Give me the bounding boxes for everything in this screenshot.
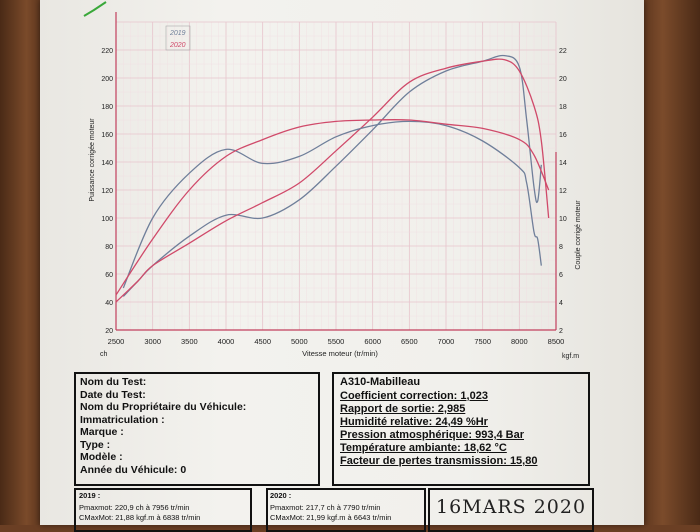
dyno-sheet	[40, 0, 644, 525]
x-tick-label: 3500	[181, 337, 198, 346]
y-tick-label-left: 200	[101, 76, 113, 83]
summary-2020-pmax: Pmaxmot: 217,7 ch à 7790 tr/min	[270, 503, 381, 512]
correction-info-line: Pression atmosphérique: 993,4 Bar	[340, 429, 525, 441]
series-2019-power-line	[122, 54, 542, 297]
test-info-line: Type :	[80, 438, 111, 451]
summary-2019-pmax: Pmaxmot: 220,9 ch à 7956 tr/min	[79, 503, 190, 512]
y-tick-label-right: 20	[559, 76, 567, 83]
x-tick-label: 6000	[364, 337, 381, 346]
x-tick-label: 7500	[474, 337, 491, 346]
chart-grid	[115, 21, 557, 331]
y-tick-label-right: 18	[559, 104, 567, 111]
legend-2019: 2019	[169, 30, 186, 37]
y-tick-label-right: 6	[559, 272, 563, 279]
test-info-line: Nom du Test:	[80, 376, 147, 388]
x-axis-label: Vitesse moteur (tr/min)	[302, 349, 378, 358]
summary-2019-label: 2019 :	[79, 491, 101, 500]
y-tick-label-right: 2	[559, 328, 563, 335]
summary-2020-cmax: CMaxMot: 21,99 kgf.m à 6643 tr/min	[270, 513, 392, 522]
y-tick-label-left: 40	[105, 300, 113, 307]
y-tick-label-right: 4	[559, 300, 563, 307]
y-tick-label-left: 60	[105, 272, 113, 279]
test-info-line: Nom du Propriétaire du Véhicule:	[80, 401, 247, 413]
y-tick-label-right: 8	[559, 244, 563, 251]
y-tick-label-right: 12	[559, 188, 567, 195]
chart-axes	[115, 12, 557, 331]
vehicle-title: A310-Mabilleau	[340, 376, 421, 388]
y-tick-label-right: 10	[559, 216, 567, 223]
test-info-line: Année du Véhicule: 0	[80, 463, 187, 476]
correction-info-line: Température ambiante: 18,62 °C	[340, 442, 507, 454]
summary-2020-label: 2020 :	[270, 491, 292, 500]
y-tick-label-left: 20	[105, 328, 113, 335]
test-info-line: Modèle :	[80, 451, 123, 463]
y-tick-label-left: 80	[105, 244, 113, 251]
chart-curves	[115, 54, 550, 303]
correction-info-line: Coefficient correction: 1,023	[340, 390, 488, 402]
series-2020-torque-line	[115, 118, 550, 296]
x-tick-label: 4000	[218, 337, 235, 346]
y-tick-label-left: 120	[101, 188, 113, 195]
wood-background-right	[638, 0, 700, 525]
correction-info-line: Facteur de pertes transmission: 15,80	[340, 455, 538, 467]
y-tick-label-left: 180	[101, 104, 113, 111]
y-axis-label-right: Couple corrigé moteur	[575, 200, 582, 270]
x-tick-label: 5000	[291, 337, 308, 346]
legend-2020: 2020	[169, 42, 186, 49]
x-tick-label: 7000	[438, 337, 455, 346]
wood-background-left	[0, 0, 44, 525]
x-tick-label: 5500	[328, 337, 345, 346]
y-tick-label-right: 16	[559, 132, 567, 139]
chart-legend: 2019 2020	[165, 25, 191, 51]
y-tick-label-left: 220	[101, 48, 113, 55]
chart-ticks: 2500 3000 3500 4000 4500 5000 5500 6000 6500 7000…	[101, 48, 567, 346]
correction-info-box	[332, 372, 590, 486]
green-pen-mark	[83, 1, 107, 17]
y-axis-label-left: Puissance corrigée moteur	[89, 118, 96, 202]
y-tick-label-right: 14	[559, 160, 567, 167]
test-info-box	[74, 372, 320, 486]
handwritten-date: 16MARS 2020	[436, 496, 587, 518]
y-tick-label-left: 140	[101, 160, 113, 167]
test-info-line: Date du Test:	[80, 388, 146, 401]
test-info-line: Marque :	[80, 426, 124, 438]
y-tick-label-left: 100	[101, 216, 113, 223]
x-tick-label: 3000	[144, 337, 161, 346]
x-tick-label: 6500	[401, 337, 418, 346]
x-tick-label: 8000	[511, 337, 528, 346]
summary-2019-cmax: CMaxMot: 21,88 kgf.m à 6838 tr/min	[79, 513, 201, 522]
test-info-line: Immatriculation :	[80, 413, 165, 426]
x-tick-label: 2500	[108, 337, 125, 346]
series-2020-power-line	[115, 58, 550, 303]
unit-right: kgf.m	[562, 353, 579, 360]
unit-left: ch	[100, 351, 108, 358]
x-tick-label: 4500	[254, 337, 271, 346]
correction-info-line: Humidité relative: 24,49 %Hr	[340, 416, 488, 428]
correction-info-line: Rapport de sortie: 2,985	[340, 403, 466, 415]
y-tick-label-left: 160	[101, 132, 113, 139]
series-2019-torque-line	[122, 120, 542, 289]
x-tick-label: 8500	[548, 337, 565, 346]
y-tick-label-right: 22	[559, 48, 567, 55]
